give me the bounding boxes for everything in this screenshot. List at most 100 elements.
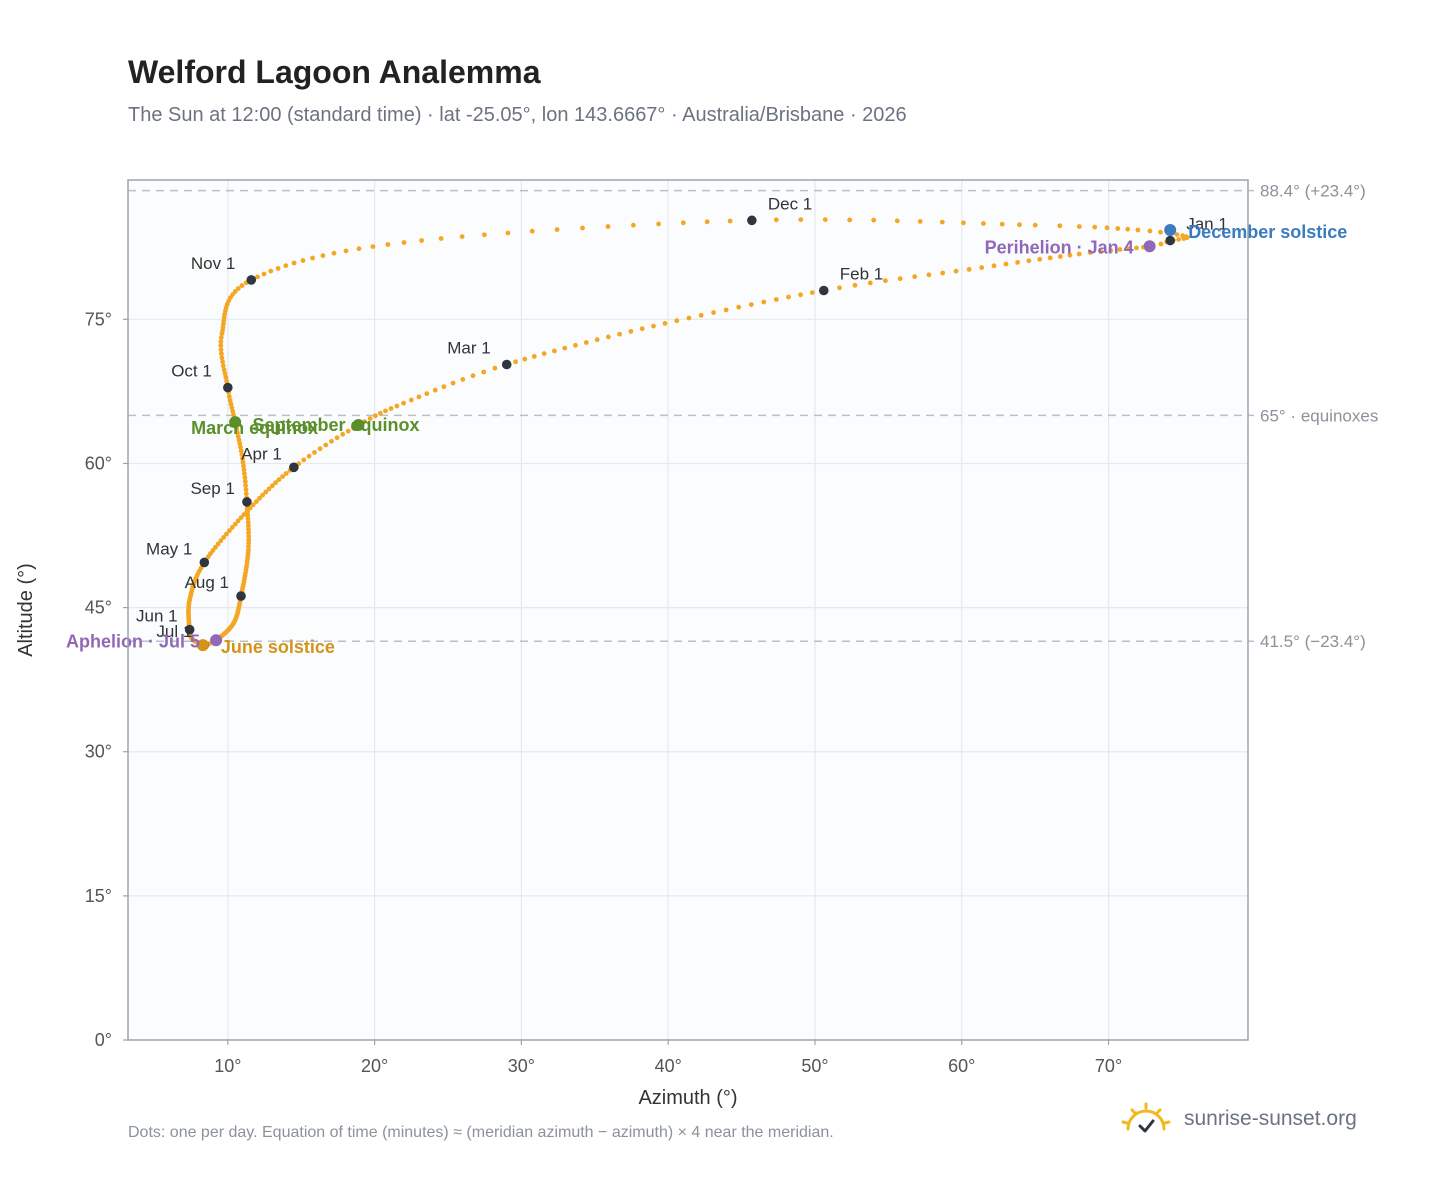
daily-sun-dot [238, 444, 243, 450]
daily-sun-dot [1076, 224, 1082, 229]
x-tick-label: 10° [214, 1056, 241, 1076]
daily-sun-dot [268, 268, 274, 274]
daily-sun-dot [261, 271, 267, 277]
event-label: Aphelion · Jul 5 [66, 631, 200, 651]
daily-sun-dot [897, 276, 903, 282]
daily-sun-dot [1067, 252, 1073, 258]
daily-sun-dot [269, 483, 275, 489]
daily-sun-dot [235, 433, 241, 439]
month-marker [289, 462, 299, 473]
daily-sun-dot [250, 502, 256, 508]
daily-sun-dot [1126, 246, 1131, 252]
daily-sun-dot [438, 236, 444, 241]
daily-sun-dot [257, 495, 262, 501]
daily-sun-dot [837, 285, 842, 291]
daily-sun-dot [583, 340, 589, 345]
daily-sun-dot [300, 258, 306, 263]
event-marker [210, 634, 223, 647]
daily-sun-dot [401, 240, 407, 245]
daily-sun-dot [419, 238, 424, 243]
daily-sun-dot [221, 367, 227, 373]
brand-text[interactable]: sunrise-sunset.org [1184, 1107, 1357, 1130]
daily-sun-dot [280, 474, 285, 479]
x-axis-label: Azimuth (°) [638, 1087, 737, 1109]
daily-sun-dot [237, 441, 243, 446]
daily-sun-dot [773, 217, 779, 223]
daily-sun-dot [340, 431, 346, 437]
daily-sun-dot [1017, 222, 1022, 228]
daily-sun-dot [388, 406, 394, 411]
daily-sun-dot [367, 416, 373, 421]
daily-sun-dot [727, 218, 733, 224]
daily-sun-dot [554, 227, 560, 233]
daily-sun-dot [275, 266, 281, 271]
daily-sun-dot [1076, 251, 1082, 257]
brand[interactable]: sunrise-sunset.org [1120, 1102, 1357, 1136]
daily-sun-dot [243, 487, 249, 492]
daily-sun-dot [218, 538, 224, 544]
month-marker [184, 624, 195, 635]
daily-sun-dot [1147, 228, 1153, 234]
daily-sun-dot [773, 297, 779, 302]
daily-sun-dot [221, 535, 227, 540]
daily-sun-dot [220, 359, 226, 365]
daily-sun-dot [245, 519, 251, 525]
daily-sun-dot [1158, 241, 1164, 247]
daily-sun-dot [867, 280, 873, 286]
daily-sun-dot [219, 351, 224, 357]
month-marker [747, 215, 757, 226]
month-label: May 1 [146, 539, 192, 558]
daily-sun-dot [246, 526, 251, 532]
daily-sun-dot [698, 312, 704, 318]
month-label: Jun 1 [136, 607, 178, 626]
daily-sun-dot [310, 255, 315, 261]
daily-sun-dot [513, 359, 518, 365]
chart-subtitle: The Sun at 12:00 (standard time) · lat -… [128, 104, 907, 126]
daily-sun-dot [912, 274, 918, 280]
month-marker [236, 591, 246, 601]
daily-sun-dot [1092, 224, 1098, 230]
daily-sun-dot [385, 242, 391, 247]
sunrise-logo-icon [1121, 1102, 1171, 1133]
daily-sun-dot [505, 230, 511, 236]
daily-sun-dot [1032, 222, 1038, 228]
daily-sun-dot [1158, 229, 1163, 235]
x-tick-label: 50° [801, 1056, 828, 1076]
event-label: Perihelion · Jan 4 [985, 237, 1134, 257]
daily-sun-dot [232, 521, 238, 527]
event-marker [196, 639, 209, 652]
daily-sun-dot [383, 408, 388, 414]
daily-sun-dot [373, 413, 378, 419]
x-tick-label: 70° [1095, 1056, 1122, 1076]
daily-sun-dot [239, 452, 245, 458]
x-tick-label: 30° [508, 1056, 535, 1076]
daily-sun-dot [246, 537, 252, 543]
daily-sun-dot [246, 533, 252, 539]
daily-sun-dot [470, 373, 476, 379]
daily-sun-dot [736, 304, 742, 310]
month-label: Sep 1 [190, 479, 234, 498]
daily-sun-dot [243, 483, 249, 488]
daily-sun-dot [979, 265, 985, 270]
month-label: Dec 1 [768, 194, 812, 213]
daily-sun-dot [1135, 227, 1141, 233]
daily-sun-dot [541, 351, 547, 356]
plot-background [128, 180, 1248, 1040]
daily-sun-dot [432, 387, 438, 393]
daily-sun-dot [481, 369, 487, 375]
daily-sun-dot [961, 220, 966, 226]
x-tick-label: 40° [655, 1056, 682, 1076]
daily-sun-dot [218, 335, 224, 340]
daily-sun-dot [218, 343, 224, 348]
daily-sun-dot [631, 222, 636, 228]
daily-sun-dot [1176, 237, 1181, 242]
month-label: Nov 1 [191, 254, 235, 273]
daily-sun-dot [245, 512, 251, 518]
daily-sun-dot [408, 397, 414, 403]
axes: 10° 20° 30° 40° 50° 60° 70° 0° 15° 30° 45° 60° 75° [85, 309, 1122, 1076]
daily-sun-dot [241, 512, 247, 517]
y-axis-label: Altitude (°) [15, 563, 37, 657]
reference-line-label: 88.4° (+23.4°) [1260, 182, 1366, 201]
daily-sun-dot [680, 220, 686, 226]
